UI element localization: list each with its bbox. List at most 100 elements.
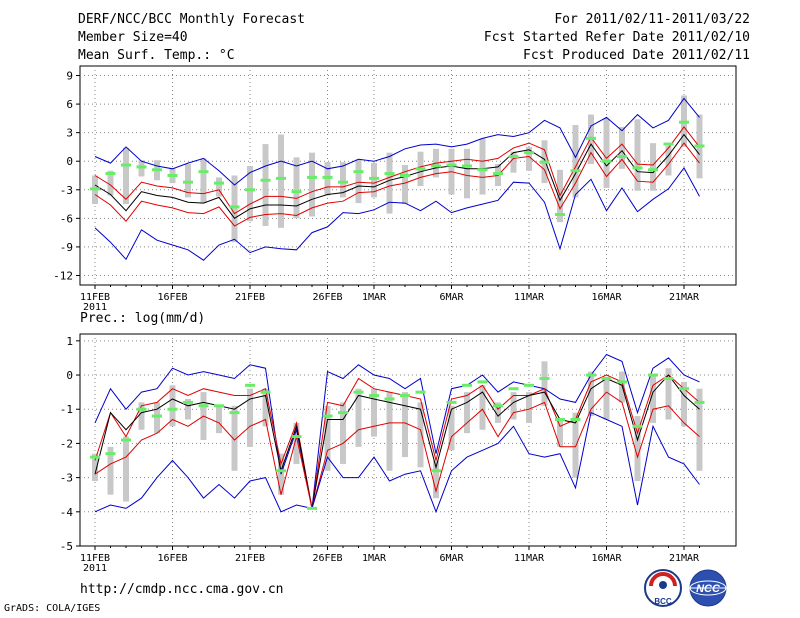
panel-temperature: 9 6 3 0 -3 -6 -9 -12 11FEB 16FEB 21FEB 26FEB 1MAR 6MA… — [53, 65, 737, 313]
median-marker — [524, 383, 534, 387]
series-line-lower — [94, 411, 700, 514]
x-tick-label: 26FEB — [312, 553, 342, 564]
ensemble-box — [402, 165, 408, 205]
ensemble-box — [588, 371, 594, 417]
ensemble-box — [185, 398, 191, 420]
median-marker — [198, 170, 209, 174]
series-line-lower_spread — [94, 142, 700, 227]
y-tick-label: 9 — [66, 70, 73, 83]
y-tick-label: 6 — [66, 98, 73, 111]
x-tick-label: 16MAR — [591, 553, 622, 564]
ensemble-box — [355, 388, 362, 447]
median-marker — [90, 455, 100, 459]
ensemble-box — [371, 388, 377, 437]
median-marker — [400, 394, 410, 398]
median-marker — [322, 414, 333, 418]
series-line-upper_spread — [94, 126, 700, 215]
median-marker — [570, 169, 581, 173]
ensemble-box — [510, 151, 517, 173]
x-tick-year-label: 2011 — [83, 563, 107, 574]
ensemble-box — [448, 405, 455, 451]
plot-frame — [79, 65, 737, 286]
y-tick-label: -5 — [60, 540, 73, 553]
ensemble-box — [479, 138, 486, 195]
ensemble-box — [123, 436, 129, 502]
median-marker — [555, 417, 565, 421]
ensemble-box — [293, 157, 300, 219]
y-tick-label: 3 — [66, 127, 73, 140]
median-marker — [245, 383, 255, 387]
ensemble-box — [634, 119, 641, 191]
median-marker — [353, 390, 364, 394]
svg-text:NCC: NCC — [696, 583, 721, 595]
ensemble-box — [340, 162, 346, 198]
median-marker — [338, 411, 348, 415]
median-marker — [152, 414, 162, 418]
median-marker — [539, 160, 550, 164]
median-marker — [198, 404, 209, 408]
median-marker — [322, 175, 333, 179]
median-marker — [570, 417, 581, 421]
median-marker — [524, 151, 534, 155]
ensemble-box — [216, 405, 222, 434]
ensemble-box — [386, 152, 393, 214]
ensemble-box — [386, 392, 393, 471]
median-marker — [214, 181, 224, 185]
median-marker — [446, 163, 457, 167]
ensemble-box — [231, 405, 238, 471]
ensemble-box — [541, 361, 548, 406]
y-tick-label: 0 — [66, 155, 73, 168]
source-url[interactable]: http://cmdp.ncc.cma.gov.cn — [80, 582, 284, 597]
median-marker — [369, 394, 379, 398]
median-marker — [694, 144, 705, 148]
x-tick-label: 1MAR — [362, 292, 387, 303]
ensemble-box — [216, 177, 222, 197]
x-tick-label: 16FEB — [157, 292, 187, 303]
x-tick-label: 16MAR — [591, 292, 622, 303]
x-tick-label: 6MAR — [439, 292, 464, 303]
median-marker — [555, 213, 565, 217]
panel-precipitation: Prec.: log(mm/d) 1 0 -1 -2 -3 -4 -5 11FEB 16FEB 21… — [60, 311, 737, 574]
ensemble-box — [309, 152, 315, 217]
median-marker — [276, 469, 286, 473]
ensemble-box — [510, 392, 517, 420]
x-tick-label: 21FEB — [235, 292, 265, 303]
x-tick-label: 11FEB — [80, 292, 110, 303]
median-marker — [477, 168, 488, 172]
ensemble-box — [665, 145, 672, 176]
ensemble-box — [107, 170, 114, 196]
median-marker — [400, 174, 410, 177]
median-marker — [601, 159, 612, 163]
ensemble-box — [650, 143, 656, 191]
median-marker — [105, 172, 116, 176]
median-marker — [477, 380, 488, 384]
ensemble-box — [123, 147, 129, 205]
series-line-lower — [94, 166, 700, 261]
ensemble-box — [603, 378, 610, 420]
ensemble-box — [526, 392, 532, 423]
median-marker — [260, 390, 271, 394]
median-marker — [601, 376, 612, 380]
ensemble-box — [324, 405, 331, 471]
median-marker — [152, 168, 162, 172]
median-marker — [679, 120, 689, 124]
ensemble-box — [526, 146, 532, 171]
median-marker — [136, 165, 147, 169]
ensemble-box — [107, 446, 114, 495]
median-marker — [586, 373, 596, 377]
median-marker — [384, 397, 395, 401]
median-marker — [384, 172, 395, 176]
ensemble-box — [247, 388, 253, 447]
y-tick-label: 0 — [66, 369, 73, 382]
ensemble-box — [200, 158, 207, 204]
median-marker — [276, 176, 286, 180]
ensemble-box — [262, 144, 269, 226]
median-marker — [307, 506, 317, 510]
median-marker — [508, 387, 519, 391]
x-tick-label: 11FEB — [80, 553, 110, 564]
bcc-logo: BCC — [643, 568, 683, 608]
plot-frame — [79, 333, 737, 547]
median-marker — [291, 435, 302, 439]
median-marker — [617, 380, 627, 384]
